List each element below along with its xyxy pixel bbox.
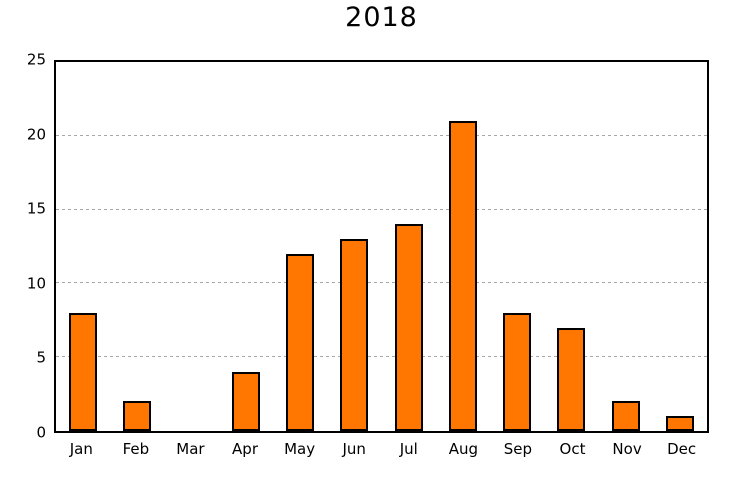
grid-line <box>56 356 707 358</box>
bar-slot <box>165 62 219 431</box>
x-tick-label: Dec <box>667 440 697 458</box>
bar-feb <box>123 401 152 431</box>
plot-area <box>54 60 709 433</box>
bar-slot <box>327 62 381 431</box>
y-tick-label: 10 <box>26 274 46 293</box>
x-tick-label: Mar <box>176 440 205 458</box>
bar-jan <box>69 312 98 431</box>
x-tick-label: Nov <box>612 440 642 458</box>
bars <box>56 62 707 431</box>
bar-slot <box>490 62 544 431</box>
x-tick-label: May <box>284 440 316 458</box>
x-tick-label: Jul <box>399 440 418 458</box>
x-tick-label: Apr <box>232 440 258 458</box>
grid-line <box>56 208 707 210</box>
gridlines <box>56 62 707 431</box>
bar-slot <box>382 62 436 431</box>
bar-slot <box>56 62 110 431</box>
bar-jul <box>394 224 423 431</box>
chart-title: 2018 <box>345 2 418 33</box>
x-tick-label: Jan <box>69 440 93 458</box>
x-tick-label: Feb <box>122 440 150 458</box>
grid-line <box>56 134 707 136</box>
bar-slot <box>544 62 598 431</box>
bar-slot <box>436 62 490 431</box>
bar-slot <box>599 62 653 431</box>
bar-jun <box>340 239 369 431</box>
x-tick-label: Oct <box>559 440 586 458</box>
bar-slot <box>219 62 273 431</box>
y-tick-label: 5 <box>36 348 46 367</box>
y-tick-label: 20 <box>26 125 46 144</box>
bar-slot <box>653 62 707 431</box>
x-axis-tick-labels: Jan Feb Mar Apr May Jun Jul Aug Sep Oct Nov Dec <box>54 440 709 458</box>
y-tick-label: 25 <box>26 50 46 69</box>
bar-oct <box>557 327 586 431</box>
bar-nov <box>611 401 640 431</box>
bar-dec <box>665 416 694 431</box>
bar-may <box>286 253 315 431</box>
bar-sep <box>503 312 532 431</box>
x-tick-label: Jun <box>342 440 366 458</box>
x-tick-label: Aug <box>448 440 478 458</box>
bar-slot <box>110 62 164 431</box>
grid-line <box>56 282 707 284</box>
y-tick-label: 0 <box>36 423 46 442</box>
y-axis-tick-labels: 0 5 10 15 20 25 <box>0 52 46 440</box>
bar-slot <box>273 62 327 431</box>
y-tick-label: 15 <box>26 199 46 218</box>
bar-aug <box>448 121 477 431</box>
bar-apr <box>231 371 260 431</box>
x-tick-label: Sep <box>503 440 533 458</box>
